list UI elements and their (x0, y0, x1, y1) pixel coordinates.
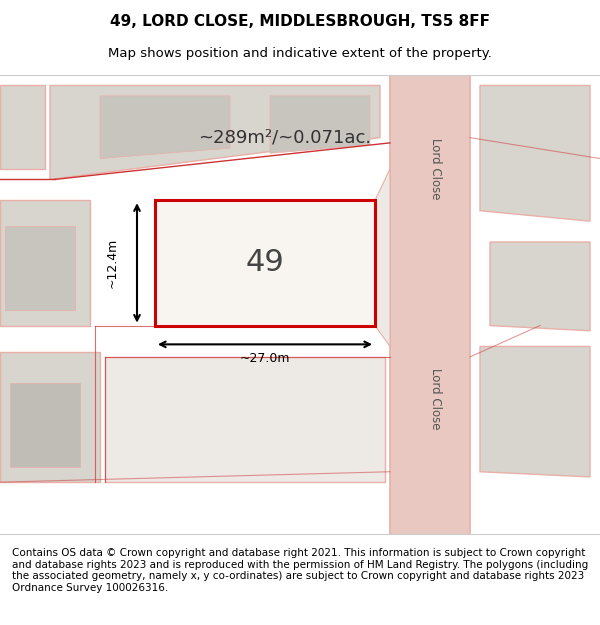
Polygon shape (0, 352, 100, 482)
Text: ~27.0m: ~27.0m (240, 352, 290, 366)
Polygon shape (0, 200, 90, 326)
Polygon shape (375, 169, 390, 346)
Text: ~12.4m: ~12.4m (106, 238, 119, 288)
Polygon shape (270, 96, 370, 153)
Text: Contains OS data © Crown copyright and database right 2021. This information is : Contains OS data © Crown copyright and d… (12, 548, 588, 592)
Polygon shape (490, 242, 590, 331)
Bar (155, 200, 375, 326)
Text: 49: 49 (245, 248, 284, 278)
Polygon shape (50, 86, 380, 179)
Text: Lord Close: Lord Close (428, 138, 442, 200)
Polygon shape (480, 346, 590, 477)
Polygon shape (100, 96, 230, 159)
Text: Lord Close: Lord Close (428, 368, 442, 429)
Bar (390, 75, 470, 534)
Text: 49, LORD CLOSE, MIDDLESBROUGH, TS5 8FF: 49, LORD CLOSE, MIDDLESBROUGH, TS5 8FF (110, 14, 490, 29)
Polygon shape (105, 357, 385, 482)
Text: Map shows position and indicative extent of the property.: Map shows position and indicative extent… (108, 48, 492, 61)
Polygon shape (0, 86, 45, 169)
Polygon shape (10, 383, 80, 466)
Polygon shape (5, 226, 75, 310)
Text: ~289m²/~0.071ac.: ~289m²/~0.071ac. (199, 129, 371, 147)
Polygon shape (480, 86, 590, 221)
